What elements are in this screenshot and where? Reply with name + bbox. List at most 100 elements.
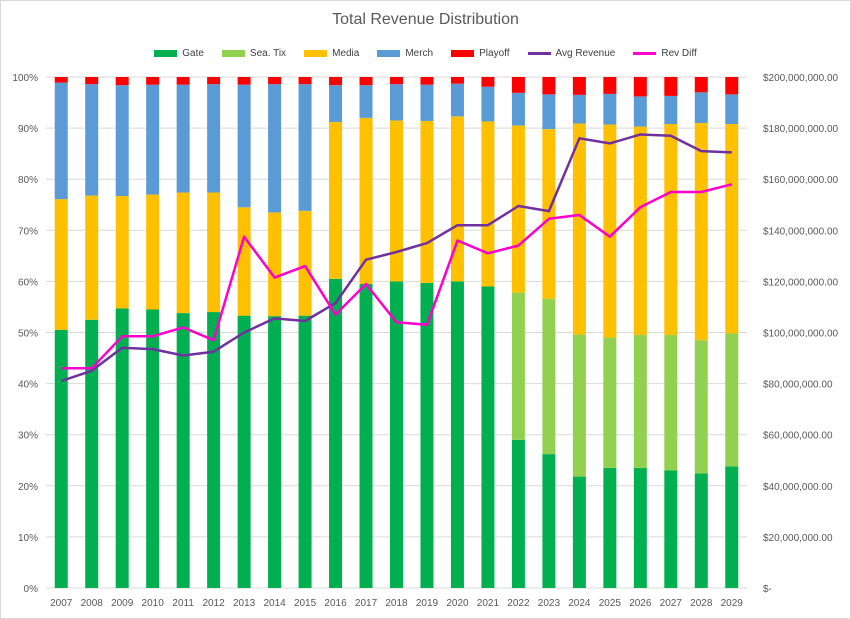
bar-sea-tix (694, 340, 708, 474)
legend-line-avg-revenue (527, 51, 551, 55)
x-tick-label: 2028 (690, 598, 713, 609)
x-tick-label: 2018 (385, 598, 408, 609)
bar-playoff (664, 77, 678, 96)
y-tick-label: 100% (12, 73, 38, 84)
y-tick-label: 90% (18, 124, 38, 135)
legend-label-merch: Merch (405, 47, 434, 59)
bar-playoff (572, 77, 586, 95)
bar-media (237, 207, 251, 316)
bar-playoff (725, 77, 739, 95)
bar-merch (329, 85, 343, 122)
bar-media (664, 124, 678, 336)
bar-merch (146, 84, 160, 195)
y-tick-label: 10% (18, 533, 38, 544)
bar-merch (542, 94, 556, 130)
bar-media (207, 192, 221, 313)
legend-label-playoff: Playoff (479, 47, 510, 59)
bar-gate (664, 470, 678, 588)
bar-media (329, 121, 343, 279)
bar-merch (603, 93, 617, 125)
x-tick-label: 2008 (81, 598, 104, 609)
bar-media (390, 120, 403, 282)
bar-gate (329, 278, 343, 588)
y-tick-label: 40% (18, 380, 38, 391)
bar-gate (603, 467, 617, 588)
legend-label-gate: Gate (182, 47, 204, 59)
bar-media (725, 124, 739, 334)
bar-merch (633, 96, 647, 127)
legend-label-sea-tix: Sea. Tix (249, 47, 287, 59)
bar-gate (298, 315, 312, 588)
y2-tick-label: $200,000,000.00 (763, 73, 839, 84)
bar-gate (54, 329, 68, 588)
bar-gate (450, 281, 464, 588)
legend-label-avg-revenue: Avg Revenue (555, 47, 616, 59)
y-tick-label: 80% (18, 175, 38, 186)
bar-sea-tix (603, 337, 617, 468)
bar-media (542, 129, 556, 299)
bar-media (450, 116, 464, 282)
bar-playoff (603, 77, 617, 94)
x-tick-label: 2013 (233, 598, 256, 609)
bar-sea-tix (664, 335, 678, 471)
bar-playoff (359, 77, 373, 86)
bar-playoff (420, 77, 434, 85)
bar-media (115, 196, 129, 309)
bar-media (85, 195, 99, 320)
bar-playoff (146, 77, 160, 85)
y2-tick-label: $160,000,000.00 (763, 175, 839, 186)
y-tick-label: 0% (24, 584, 39, 595)
bar-media (420, 120, 434, 283)
x-tick-label: 2012 (203, 598, 226, 609)
x-tick-label: 2014 (263, 598, 286, 609)
bar-merch (176, 84, 190, 193)
x-tick-label: 2020 (446, 598, 469, 609)
legend-swatch-merch (377, 49, 401, 57)
legend-swatch-media (304, 49, 328, 57)
legend-item-rev-diff: Rev Diff (633, 48, 697, 59)
legend-label-media: Media (332, 47, 360, 59)
bar-playoff (207, 77, 221, 85)
bar-media (572, 123, 586, 335)
bar-merch (115, 85, 129, 197)
bar-media (603, 124, 617, 338)
bar-merch (511, 92, 525, 126)
x-tick-label: 2011 (172, 598, 194, 609)
bar-merch (664, 95, 678, 125)
bar-gate (420, 282, 434, 588)
x-tick-label: 2029 (721, 598, 744, 609)
bar-gate (633, 467, 647, 588)
legend-swatch-gate (154, 49, 178, 57)
y2-tick-label: $180,000,000.00 (763, 124, 839, 135)
bar-playoff (694, 77, 708, 93)
x-tick-label: 2019 (416, 598, 439, 609)
bar-sea-tix (511, 292, 525, 440)
bar-gate (694, 473, 708, 588)
legend-line-rev-diff (633, 51, 657, 55)
y2-tick-label: $60,000,000.00 (763, 431, 833, 442)
bar-media (359, 117, 373, 284)
bar-gate (542, 454, 556, 588)
bar-gate (176, 313, 190, 588)
bar-media (511, 125, 525, 293)
legend-item-sea-tix: Sea. Tix (221, 47, 287, 59)
bar-gate (511, 439, 525, 588)
bar-media (54, 199, 68, 330)
bar-merch (725, 94, 739, 125)
bar-gate (481, 286, 495, 588)
bar-sea-tix (725, 333, 739, 467)
bar-media (694, 122, 708, 341)
y2-tick-label: $80,000,000.00 (763, 380, 833, 391)
bar-gate (268, 316, 282, 588)
y-tick-label: 60% (18, 277, 38, 288)
bar-media (633, 126, 647, 336)
bar-merch (359, 85, 373, 118)
x-tick-label: 2021 (477, 598, 500, 609)
bar-gate (390, 281, 403, 588)
bar-sea-tix (633, 335, 647, 468)
bar-playoff (54, 77, 68, 83)
y2-tick-label: $140,000,000.00 (763, 226, 839, 237)
bar-merch (207, 84, 221, 193)
bar-gate (572, 476, 586, 588)
